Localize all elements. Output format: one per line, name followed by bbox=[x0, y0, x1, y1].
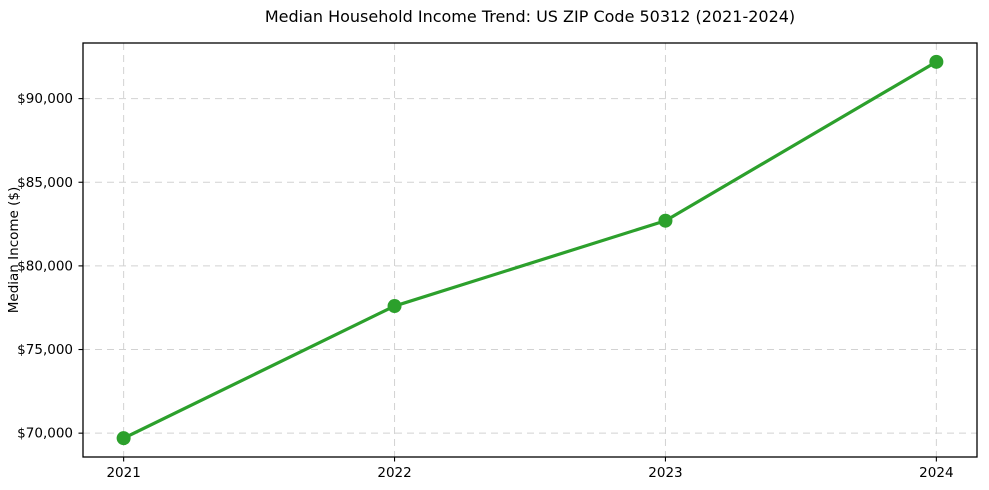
data-point bbox=[116, 431, 131, 446]
income-trend-line bbox=[122, 60, 938, 440]
y-tick-label: $70,000 bbox=[17, 426, 73, 442]
data-point bbox=[929, 54, 944, 69]
y-tick-label: $85,000 bbox=[17, 175, 73, 191]
x-tick-label: 2021 bbox=[106, 465, 140, 481]
x-tick-label: 2022 bbox=[377, 465, 411, 481]
plot-border bbox=[82, 42, 978, 458]
y-tick-labels: $70,000 $75,000 $80,000 $85,000 $90,000 bbox=[17, 91, 73, 442]
x-tick-label: 2023 bbox=[648, 465, 682, 481]
data-point bbox=[658, 213, 673, 228]
x-tick-label: 2024 bbox=[919, 465, 953, 481]
tick-marks bbox=[78, 98, 937, 462]
x-tick-labels: 2021 2022 2023 2024 bbox=[106, 465, 953, 481]
y-tick-label: $80,000 bbox=[17, 258, 73, 274]
data-point bbox=[387, 299, 402, 314]
data-point-markers bbox=[116, 54, 944, 446]
y-tick-label: $75,000 bbox=[17, 342, 73, 358]
y-tick-label: $90,000 bbox=[17, 91, 73, 107]
gridlines bbox=[83, 43, 977, 457]
chart-title: Median Household Income Trend: US ZIP Co… bbox=[264, 7, 796, 26]
